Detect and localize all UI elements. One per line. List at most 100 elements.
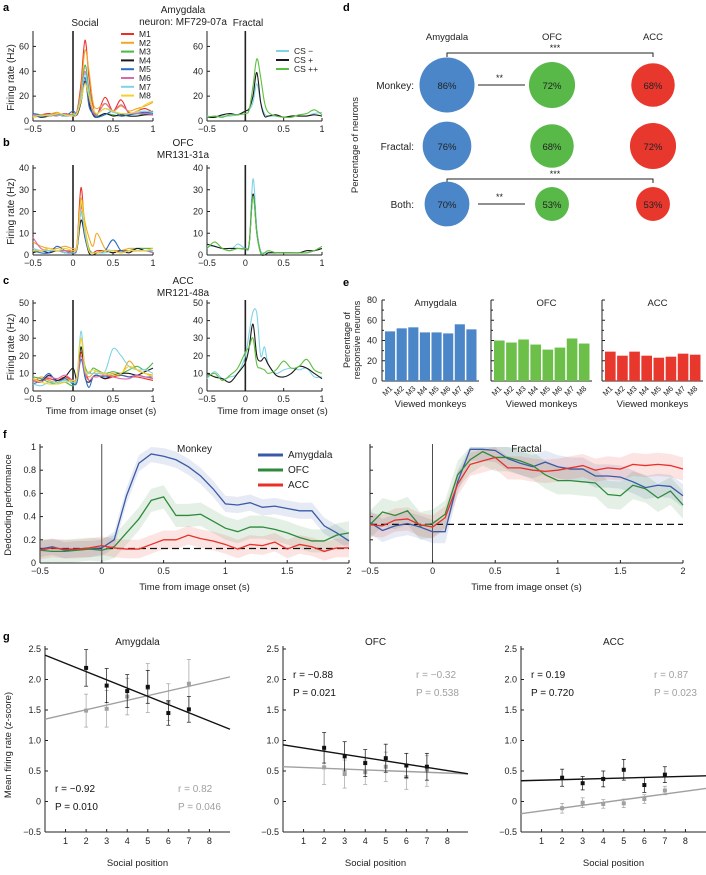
bubble-monkey-acc — [631, 63, 675, 107]
data-point — [560, 775, 565, 780]
bubble-value: 53% — [542, 200, 562, 211]
bubble-value: 68% — [643, 81, 663, 92]
x-tick-label: 8 — [445, 836, 450, 846]
bar-amygdala-m7 — [454, 324, 465, 381]
y-tick-label: 1 — [31, 442, 36, 452]
series-line-ofc — [39, 496, 350, 553]
regression-line — [282, 766, 469, 775]
x-tick-label: 6 — [404, 836, 409, 846]
data-point — [621, 801, 626, 806]
panel-label-d: d — [343, 2, 350, 14]
group-title-amygdala: Amygdala — [414, 298, 457, 309]
y-tick-label: 0 — [512, 797, 517, 807]
y-tick-label: 0.2 — [23, 535, 36, 545]
y-tick-label: 20 — [193, 351, 203, 361]
x-tick-label: 1 — [319, 394, 324, 404]
x-tick-label: 2 — [346, 566, 351, 576]
legend-label-m1: M1 — [139, 29, 151, 39]
data-point — [621, 767, 626, 772]
y-tick-label: 40 — [193, 316, 203, 326]
bubble-fractal-acc — [629, 122, 677, 170]
y-tick-label: 1.0 — [28, 736, 41, 746]
y-tick-label: 60 — [367, 315, 377, 325]
x-tick-label: 1 — [223, 566, 228, 576]
series-line-m8 — [32, 202, 154, 254]
legend-label-m3: M3 — [139, 47, 151, 57]
x-axis-label: Viewed monkeys — [395, 399, 467, 410]
x-tick-label: 0.5 — [277, 394, 290, 404]
p-value: P = 0.538 — [416, 688, 459, 699]
x-tick-label: M8 — [462, 384, 476, 398]
legend-label-m4: M4 — [139, 55, 151, 65]
y-tick-label: 2.5 — [266, 644, 279, 654]
y-tick-label: 1.5 — [504, 705, 517, 715]
x-tick-label: 4 — [601, 836, 606, 846]
y-tick-label: 1.0 — [504, 736, 517, 746]
x-tick-label: 0.5 — [157, 566, 170, 576]
x-tick-label: 3 — [580, 836, 585, 846]
bar-ofc-m3 — [518, 339, 529, 381]
x-tick-label: 0.5 — [107, 124, 120, 134]
series-line-cs — [206, 337, 323, 381]
y-tick-label: 10 — [193, 368, 203, 378]
x-tick-label: −0.5 — [198, 394, 216, 404]
y-tick-label: 20 — [193, 207, 203, 217]
y-tick-label: 20 — [367, 356, 377, 366]
y-tick-label: 0 — [24, 116, 29, 126]
y-tick-label: −0.5 — [23, 827, 41, 837]
x-tick-label: 0.5 — [107, 258, 120, 268]
bar-amygdala-m3 — [408, 327, 419, 381]
significance-stars: ** — [496, 73, 504, 83]
y-tick-label: 30 — [193, 185, 203, 195]
chart-title: OFC — [365, 637, 386, 648]
y-tick-label: 0 — [36, 797, 41, 807]
neuron-id: neuron: MF729-07a — [139, 17, 227, 28]
data-point — [580, 800, 585, 805]
column-header-ofc: OFC — [542, 32, 562, 43]
bar-acc-m2 — [617, 355, 628, 381]
x-axis-label: Time from image onset (s) — [217, 406, 328, 417]
data-point — [342, 754, 347, 759]
bar-ofc-m8 — [578, 343, 590, 381]
bubble-value: 72% — [643, 142, 663, 153]
x-tick-label: 0 — [243, 258, 248, 268]
legend-label-cs: CS − — [294, 46, 313, 56]
data-point — [642, 797, 647, 802]
x-axis-label: Social position — [107, 858, 168, 869]
data-point — [424, 764, 429, 769]
correlation-r: r = 0.87 — [654, 670, 689, 681]
x-axis-label: Viewed monkeys — [617, 399, 689, 410]
x-tick-label: 1 — [539, 836, 544, 846]
y-tick-label: 20 — [19, 91, 29, 101]
x-tick-label: 4 — [363, 836, 368, 846]
series-line-m8 — [32, 83, 154, 118]
bar-amygdala-m4 — [419, 332, 430, 381]
y-tick-label: 80 — [367, 295, 377, 305]
bar-acc-m1 — [605, 351, 616, 381]
y-tick-label: 10 — [19, 228, 29, 238]
legend-label-m5: M5 — [139, 64, 151, 74]
data-point — [104, 706, 109, 711]
neuron-id: MR121-48a — [157, 288, 210, 299]
panel-label-c: c — [3, 275, 9, 287]
series-line-m4 — [32, 346, 154, 383]
bubble-value: 70% — [437, 200, 457, 211]
correlation-r: r = −0.32 — [416, 670, 456, 681]
x-tick-label: 1 — [150, 394, 155, 404]
series-line-cs — [206, 323, 323, 383]
data-point — [404, 763, 409, 768]
y-tick-label: 60 — [193, 41, 203, 51]
x-tick-label: 1.5 — [281, 566, 294, 576]
x-tick-label: 0.5 — [277, 124, 290, 134]
y-tick-label: 0 — [24, 250, 29, 260]
series-line-cs — [206, 193, 323, 256]
chart-title: ACC — [603, 637, 624, 648]
x-tick-label: 0.5 — [489, 566, 502, 576]
x-tick-label: −0.5 — [24, 258, 42, 268]
y-tick-label: 50 — [19, 298, 29, 308]
x-tick-label: −0.5 — [198, 258, 216, 268]
legend-label-ofc: OFC — [288, 465, 309, 476]
bar-acc-m4 — [641, 355, 652, 381]
row-label-monkey: Monkey: — [376, 81, 414, 92]
legend-label-m6: M6 — [139, 73, 151, 83]
